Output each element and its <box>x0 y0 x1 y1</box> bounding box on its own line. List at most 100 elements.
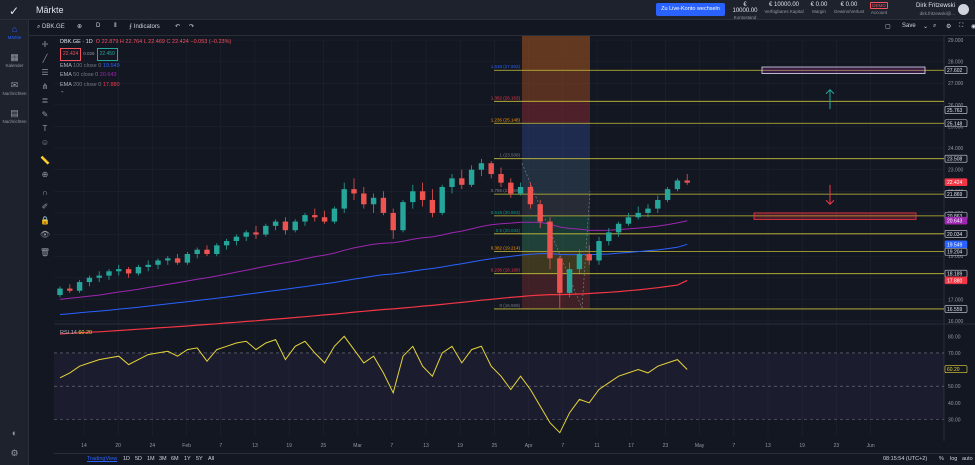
candle[interactable] <box>655 199 661 209</box>
theme-toggle[interactable]: ◐ <box>0 428 29 438</box>
target-zone-rectangle[interactable] <box>761 66 926 74</box>
fullscreen-icon[interactable]: ⛶ <box>959 23 964 29</box>
candle[interactable] <box>292 221 298 231</box>
resistance-zone-rectangle[interactable] <box>753 212 917 220</box>
candle[interactable] <box>233 236 240 242</box>
fib-retracement-icon[interactable]: ≣ <box>41 96 49 105</box>
candle[interactable] <box>194 249 200 254</box>
rsi-legend[interactable]: RSI 14 60.20 <box>60 330 92 336</box>
camera-icon[interactable]: ◉ <box>971 24 975 30</box>
down-arrow-icon[interactable] <box>825 184 835 205</box>
price-marker[interactable] <box>944 216 968 225</box>
price-marker[interactable] <box>944 190 968 198</box>
horizontal-lines-icon[interactable]: ☰ <box>41 68 49 77</box>
candle[interactable] <box>664 189 671 200</box>
candle[interactable] <box>204 249 210 254</box>
range-1y[interactable]: 1Y <box>184 456 191 462</box>
price-marker[interactable] <box>944 247 968 256</box>
candle[interactable] <box>498 174 504 183</box>
candle[interactable] <box>586 253 592 261</box>
switch-to-live-account-button[interactable]: Zu Live-Konto wechseln <box>656 3 725 16</box>
candle[interactable] <box>429 199 436 213</box>
price-marker[interactable] <box>944 230 968 238</box>
nav-item-markets[interactable]: ⌂ Märkte <box>0 24 29 40</box>
candle[interactable] <box>312 215 318 218</box>
crosshair-icon[interactable]: ✛ <box>41 40 49 49</box>
price-marker[interactable] <box>944 66 968 75</box>
chevron-down-icon[interactable]: ⌄ <box>923 24 929 30</box>
candle[interactable] <box>557 258 563 293</box>
candle[interactable] <box>272 221 279 226</box>
legend-ema-200[interactable]: EMA 200 close 0 17.880 <box>60 81 231 91</box>
candle[interactable] <box>145 264 151 267</box>
candle[interactable] <box>635 212 641 218</box>
legend-ema-50[interactable]: EMA 50 close 0 20.643 <box>60 71 231 81</box>
pitchfork-icon[interactable]: ⋔ <box>41 82 49 91</box>
candle[interactable] <box>223 241 230 246</box>
buy-price-button[interactable]: 22.450 <box>96 47 118 61</box>
hide-icon[interactable]: 👁 <box>39 230 51 239</box>
indicators-button[interactable]: ⨍ Indicators <box>129 23 160 30</box>
ema-100-line[interactable] <box>59 243 688 315</box>
candle[interactable] <box>419 191 426 200</box>
redo-button[interactable]: ↷ <box>189 24 195 30</box>
sell-price-button[interactable]: 22.424 <box>60 47 82 61</box>
candle[interactable] <box>615 223 622 233</box>
settings-button[interactable]: ⚙ <box>0 448 29 458</box>
tradingview-link[interactable]: TradingView <box>87 456 118 462</box>
price-marker[interactable] <box>944 305 968 313</box>
ruler-icon[interactable]: 📏 <box>40 156 50 165</box>
candle[interactable] <box>400 202 406 231</box>
candle[interactable] <box>106 271 112 276</box>
chart-canvas[interactable]: 1.618 (27.602) 1.382 (26.163) 1.236 (25.14… <box>54 36 975 453</box>
candle[interactable] <box>67 288 73 291</box>
text-icon[interactable]: T <box>42 124 48 133</box>
add-symbol-button[interactable]: ⊕ <box>77 24 83 30</box>
magnet-icon[interactable]: ∩ <box>42 188 48 197</box>
keep-drawing-icon[interactable]: ✐ <box>41 202 49 211</box>
price-marker[interactable] <box>944 154 968 163</box>
range-3m[interactable]: 3M <box>159 456 167 462</box>
candle[interactable] <box>606 232 612 242</box>
candle[interactable] <box>302 215 308 222</box>
range-5y[interactable]: 5Y <box>196 456 203 462</box>
price-marker[interactable] <box>944 119 968 128</box>
brush-icon[interactable]: ✎ <box>41 110 49 119</box>
fib-trend-line[interactable] <box>581 191 591 309</box>
price-marker[interactable] <box>944 178 968 186</box>
clock[interactable]: 08:15:54 (UTC+2) <box>883 456 928 462</box>
candle[interactable] <box>214 245 220 254</box>
candle[interactable] <box>439 186 445 213</box>
candle[interactable] <box>459 178 465 185</box>
ema-200-line[interactable] <box>59 279 688 335</box>
auto-toggle[interactable]: auto <box>962 456 973 462</box>
user-name[interactable]: Dirk Fritzewski <box>916 3 955 9</box>
candle[interactable] <box>57 288 63 296</box>
candle[interactable] <box>674 180 681 190</box>
legend-symbol[interactable]: DBK.GE · 1D <box>60 39 93 45</box>
interval-button[interactable]: D <box>96 23 101 29</box>
up-arrow-icon[interactable] <box>825 89 835 110</box>
zoom-icon[interactable]: ⊕ <box>41 170 49 179</box>
candle[interactable] <box>488 163 494 175</box>
percent-toggle[interactable]: % <box>939 456 944 462</box>
legend-ema-100[interactable]: EMA 100 close 0 19.549 <box>60 62 231 72</box>
account-stat[interactable]: DEMO Account <box>868 2 890 15</box>
candle[interactable] <box>125 269 132 274</box>
candle[interactable] <box>243 232 249 237</box>
gear-icon[interactable]: ⚙ <box>946 24 952 30</box>
layout-button[interactable]: ▢ <box>885 24 891 30</box>
candle[interactable] <box>135 266 142 274</box>
range-6m[interactable]: 6M <box>171 456 179 462</box>
candle[interactable] <box>625 217 632 224</box>
quick-search-icon[interactable]: ⌕ <box>933 23 937 29</box>
candle[interactable] <box>282 221 289 231</box>
symbol-search[interactable]: ⌕ DBK.GE <box>37 22 77 33</box>
candle[interactable] <box>645 208 651 213</box>
candle[interactable] <box>341 189 347 209</box>
candle[interactable] <box>263 225 269 235</box>
avatar[interactable] <box>958 4 969 15</box>
log-toggle[interactable]: log <box>950 456 958 462</box>
candle[interactable] <box>96 275 102 278</box>
undo-button[interactable]: ↶ <box>175 24 181 30</box>
